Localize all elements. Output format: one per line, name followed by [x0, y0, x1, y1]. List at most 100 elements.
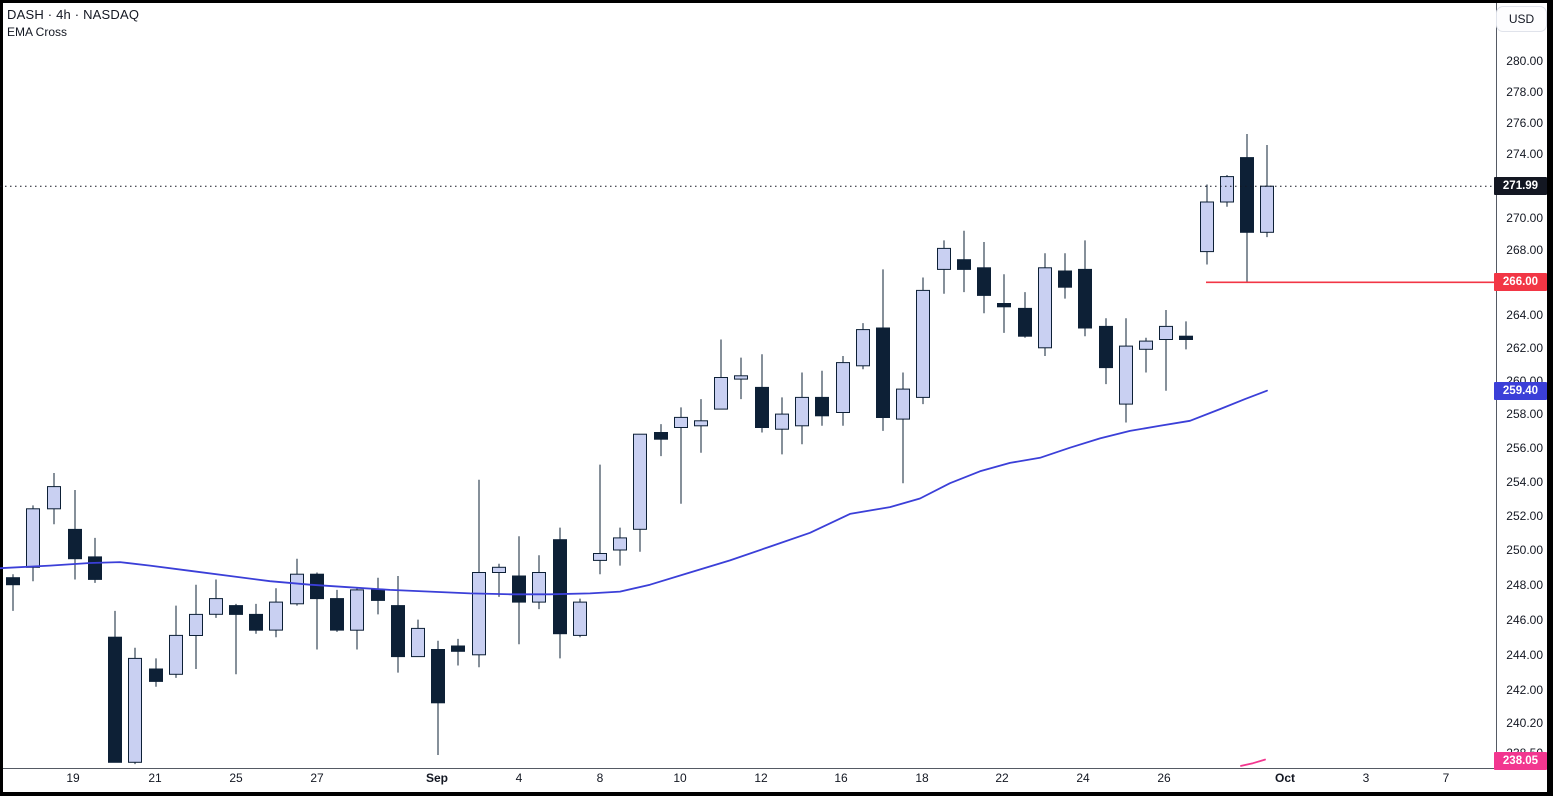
candle[interactable]: [856, 323, 870, 370]
candle[interactable]: [836, 356, 850, 426]
candle[interactable]: [209, 579, 223, 618]
candle[interactable]: [330, 589, 344, 632]
candle-body-up: [1119, 345, 1133, 405]
symbol-title[interactable]: DASH · 4h · NASDAQ: [7, 7, 140, 22]
chart-background: [3, 3, 1547, 792]
candle[interactable]: [957, 230, 971, 293]
candle[interactable]: [694, 399, 708, 453]
ema-slow-line[interactable]: [1240, 758, 1266, 767]
ema-fast-line[interactable]: [0, 389, 1268, 596]
time-tick-day: 27: [310, 771, 324, 785]
price-tick-label: 262.00: [1506, 341, 1543, 355]
candle[interactable]: [937, 240, 951, 294]
candle-body-down: [371, 589, 385, 601]
candle[interactable]: [269, 588, 283, 638]
candle[interactable]: [391, 576, 405, 673]
candle[interactable]: [654, 424, 668, 457]
candle[interactable]: [1139, 337, 1153, 373]
candle[interactable]: [108, 610, 122, 763]
candle[interactable]: [896, 372, 910, 484]
candle[interactable]: [977, 242, 991, 314]
candle-body-down: [249, 613, 263, 631]
candle[interactable]: [674, 407, 688, 504]
candle[interactable]: [1159, 310, 1173, 391]
candle[interactable]: [755, 354, 769, 433]
candle[interactable]: [997, 274, 1011, 333]
candle[interactable]: [169, 605, 183, 678]
candle-body-down: [1058, 270, 1072, 288]
candle[interactable]: [573, 598, 587, 638]
currency-button[interactable]: USD: [1496, 6, 1547, 32]
candle[interactable]: [815, 370, 829, 426]
candle[interactable]: [1099, 318, 1113, 385]
candle[interactable]: [229, 603, 243, 675]
candle[interactable]: [350, 588, 364, 650]
candle[interactable]: [714, 339, 728, 410]
candle[interactable]: [149, 658, 163, 687]
candle[interactable]: [633, 433, 647, 552]
candle[interactable]: [47, 473, 61, 525]
indicator-label[interactable]: EMA Cross: [7, 25, 68, 39]
candle-body-up: [836, 362, 850, 414]
candle[interactable]: [1038, 253, 1052, 356]
candle-body-down: [451, 645, 465, 652]
candle[interactable]: [1220, 175, 1234, 207]
candle-body-up: [593, 553, 607, 561]
candle[interactable]: [1018, 292, 1032, 338]
candle-body-up: [896, 388, 910, 420]
candle[interactable]: [876, 269, 890, 431]
candle-body-down: [997, 303, 1011, 308]
time-tick-day: 7: [1442, 771, 1450, 785]
candle[interactable]: [6, 574, 20, 611]
candle-body-up: [532, 572, 546, 603]
candle[interactable]: [249, 603, 263, 634]
candle[interactable]: [512, 536, 526, 645]
candle[interactable]: [290, 558, 304, 606]
candle-body-up: [714, 377, 728, 410]
candle-body-down: [1179, 335, 1193, 341]
candle[interactable]: [128, 647, 142, 765]
candle[interactable]: [1200, 184, 1214, 265]
candle-body-up: [856, 329, 870, 367]
time-tick-day: 8: [596, 771, 604, 785]
candle[interactable]: [189, 584, 203, 669]
candle[interactable]: [553, 527, 567, 659]
candle-body-up: [795, 396, 809, 427]
candle[interactable]: [775, 397, 789, 455]
candle-body-down: [815, 396, 829, 417]
candle-body-down: [108, 636, 122, 763]
candle[interactable]: [451, 638, 465, 666]
candle[interactable]: [88, 537, 102, 583]
candle-body-up: [209, 598, 223, 615]
candle[interactable]: [593, 464, 607, 575]
candle-body-down: [553, 539, 567, 635]
candle[interactable]: [1240, 134, 1254, 282]
candle[interactable]: [492, 563, 506, 597]
candle[interactable]: [532, 555, 546, 610]
candle[interactable]: [472, 479, 486, 668]
candle-body-down: [512, 575, 526, 603]
candle[interactable]: [734, 357, 748, 400]
candle[interactable]: [1058, 253, 1072, 299]
time-axis-separator[interactable]: [3, 768, 1547, 769]
candle-body-up: [350, 589, 364, 631]
candle[interactable]: [1260, 145, 1274, 238]
candle[interactable]: [613, 527, 627, 566]
candle-body-up: [1038, 267, 1052, 349]
candle-body-up: [1159, 325, 1173, 340]
candle[interactable]: [1078, 240, 1092, 337]
price-tick-label: 280.00: [1506, 54, 1543, 68]
candle[interactable]: [411, 619, 425, 658]
candle[interactable]: [371, 577, 385, 615]
candle[interactable]: [1119, 318, 1133, 423]
candle[interactable]: [68, 490, 82, 580]
price-tick-label: 250.00: [1506, 543, 1543, 557]
candle[interactable]: [26, 505, 40, 582]
candle[interactable]: [431, 640, 445, 755]
candle[interactable]: [795, 372, 809, 445]
candle[interactable]: [916, 277, 930, 405]
candle-body-up: [472, 572, 486, 656]
candle-body-down: [1099, 325, 1113, 369]
candle[interactable]: [1179, 321, 1193, 350]
